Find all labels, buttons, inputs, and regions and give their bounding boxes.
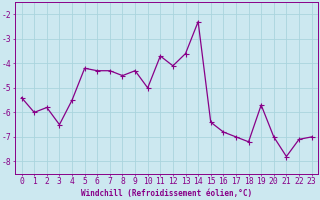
X-axis label: Windchill (Refroidissement éolien,°C): Windchill (Refroidissement éolien,°C) (81, 189, 252, 198)
